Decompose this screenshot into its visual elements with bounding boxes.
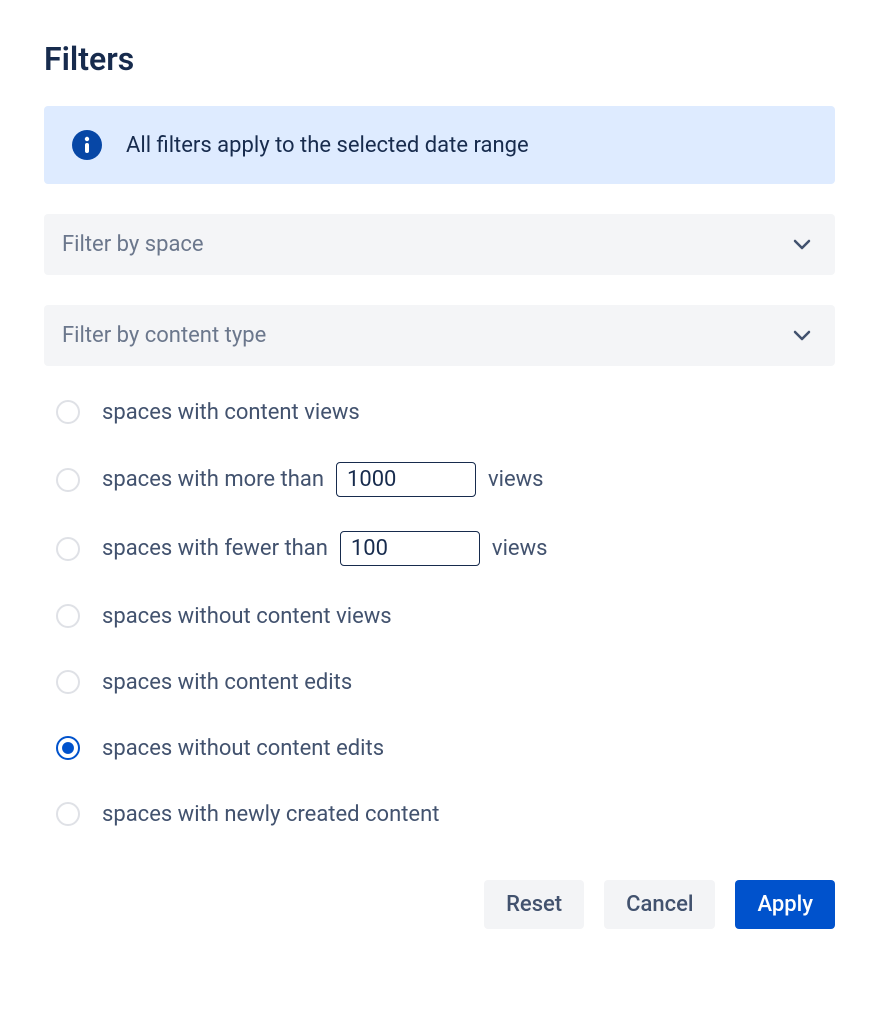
filter-by-space-dropdown[interactable]: Filter by space xyxy=(44,214,835,275)
option-label: spaces with more than xyxy=(102,467,324,492)
filter-options-list: spaces with content views spaces with mor… xyxy=(44,396,835,830)
cancel-button[interactable]: Cancel xyxy=(604,880,715,929)
chevron-down-icon xyxy=(793,239,811,251)
option-label: spaces with fewer than xyxy=(102,536,328,561)
option-label: spaces without content edits xyxy=(102,736,384,761)
filter-by-content-type-dropdown[interactable]: Filter by content type xyxy=(44,305,835,366)
option-content: spaces with content views xyxy=(102,400,360,425)
dropdown-label: Filter by space xyxy=(62,232,204,257)
option-label: spaces without content views xyxy=(102,604,392,629)
radio-button[interactable] xyxy=(56,802,80,826)
apply-button[interactable]: Apply xyxy=(735,880,835,929)
option-content: spaces without content edits xyxy=(102,736,384,761)
option-suffix: views xyxy=(488,467,544,492)
info-banner: All filters apply to the selected date r… xyxy=(44,106,835,184)
option-content: spaces without content views xyxy=(102,604,392,629)
option-label: spaces with content views xyxy=(102,400,360,425)
radio-button[interactable] xyxy=(56,400,80,424)
info-icon xyxy=(72,130,102,160)
threshold-input[interactable] xyxy=(340,531,480,566)
option-content: spaces with newly created content xyxy=(102,802,439,827)
radio-button[interactable] xyxy=(56,670,80,694)
option-suffix: views xyxy=(492,536,548,561)
filter-option[interactable]: spaces without content edits xyxy=(56,732,835,764)
option-label: spaces with newly created content xyxy=(102,802,439,827)
reset-button[interactable]: Reset xyxy=(484,880,584,929)
filter-option[interactable]: spaces with newly created content xyxy=(56,798,835,830)
info-text: All filters apply to the selected date r… xyxy=(126,133,529,158)
radio-button[interactable] xyxy=(56,736,80,760)
radio-button[interactable] xyxy=(56,604,80,628)
option-label: spaces with content edits xyxy=(102,670,352,695)
option-content: spaces with more than views xyxy=(102,462,544,497)
filter-option[interactable]: spaces with more than views xyxy=(56,462,835,497)
filter-option[interactable]: spaces without content views xyxy=(56,600,835,632)
option-content: spaces with content edits xyxy=(102,670,352,695)
option-content: spaces with fewer than views xyxy=(102,531,547,566)
filter-option[interactable]: spaces with content edits xyxy=(56,666,835,698)
threshold-input[interactable] xyxy=(336,462,476,497)
filters-panel: Filters All filters apply to the selecte… xyxy=(0,0,879,969)
page-title: Filters xyxy=(44,40,835,78)
footer-actions: Reset Cancel Apply xyxy=(44,880,835,929)
filter-option[interactable]: spaces with fewer than views xyxy=(56,531,835,566)
radio-button[interactable] xyxy=(56,537,80,561)
dropdown-label: Filter by content type xyxy=(62,323,266,348)
filter-option[interactable]: spaces with content views xyxy=(56,396,835,428)
radio-button[interactable] xyxy=(56,468,80,492)
chevron-down-icon xyxy=(793,330,811,342)
